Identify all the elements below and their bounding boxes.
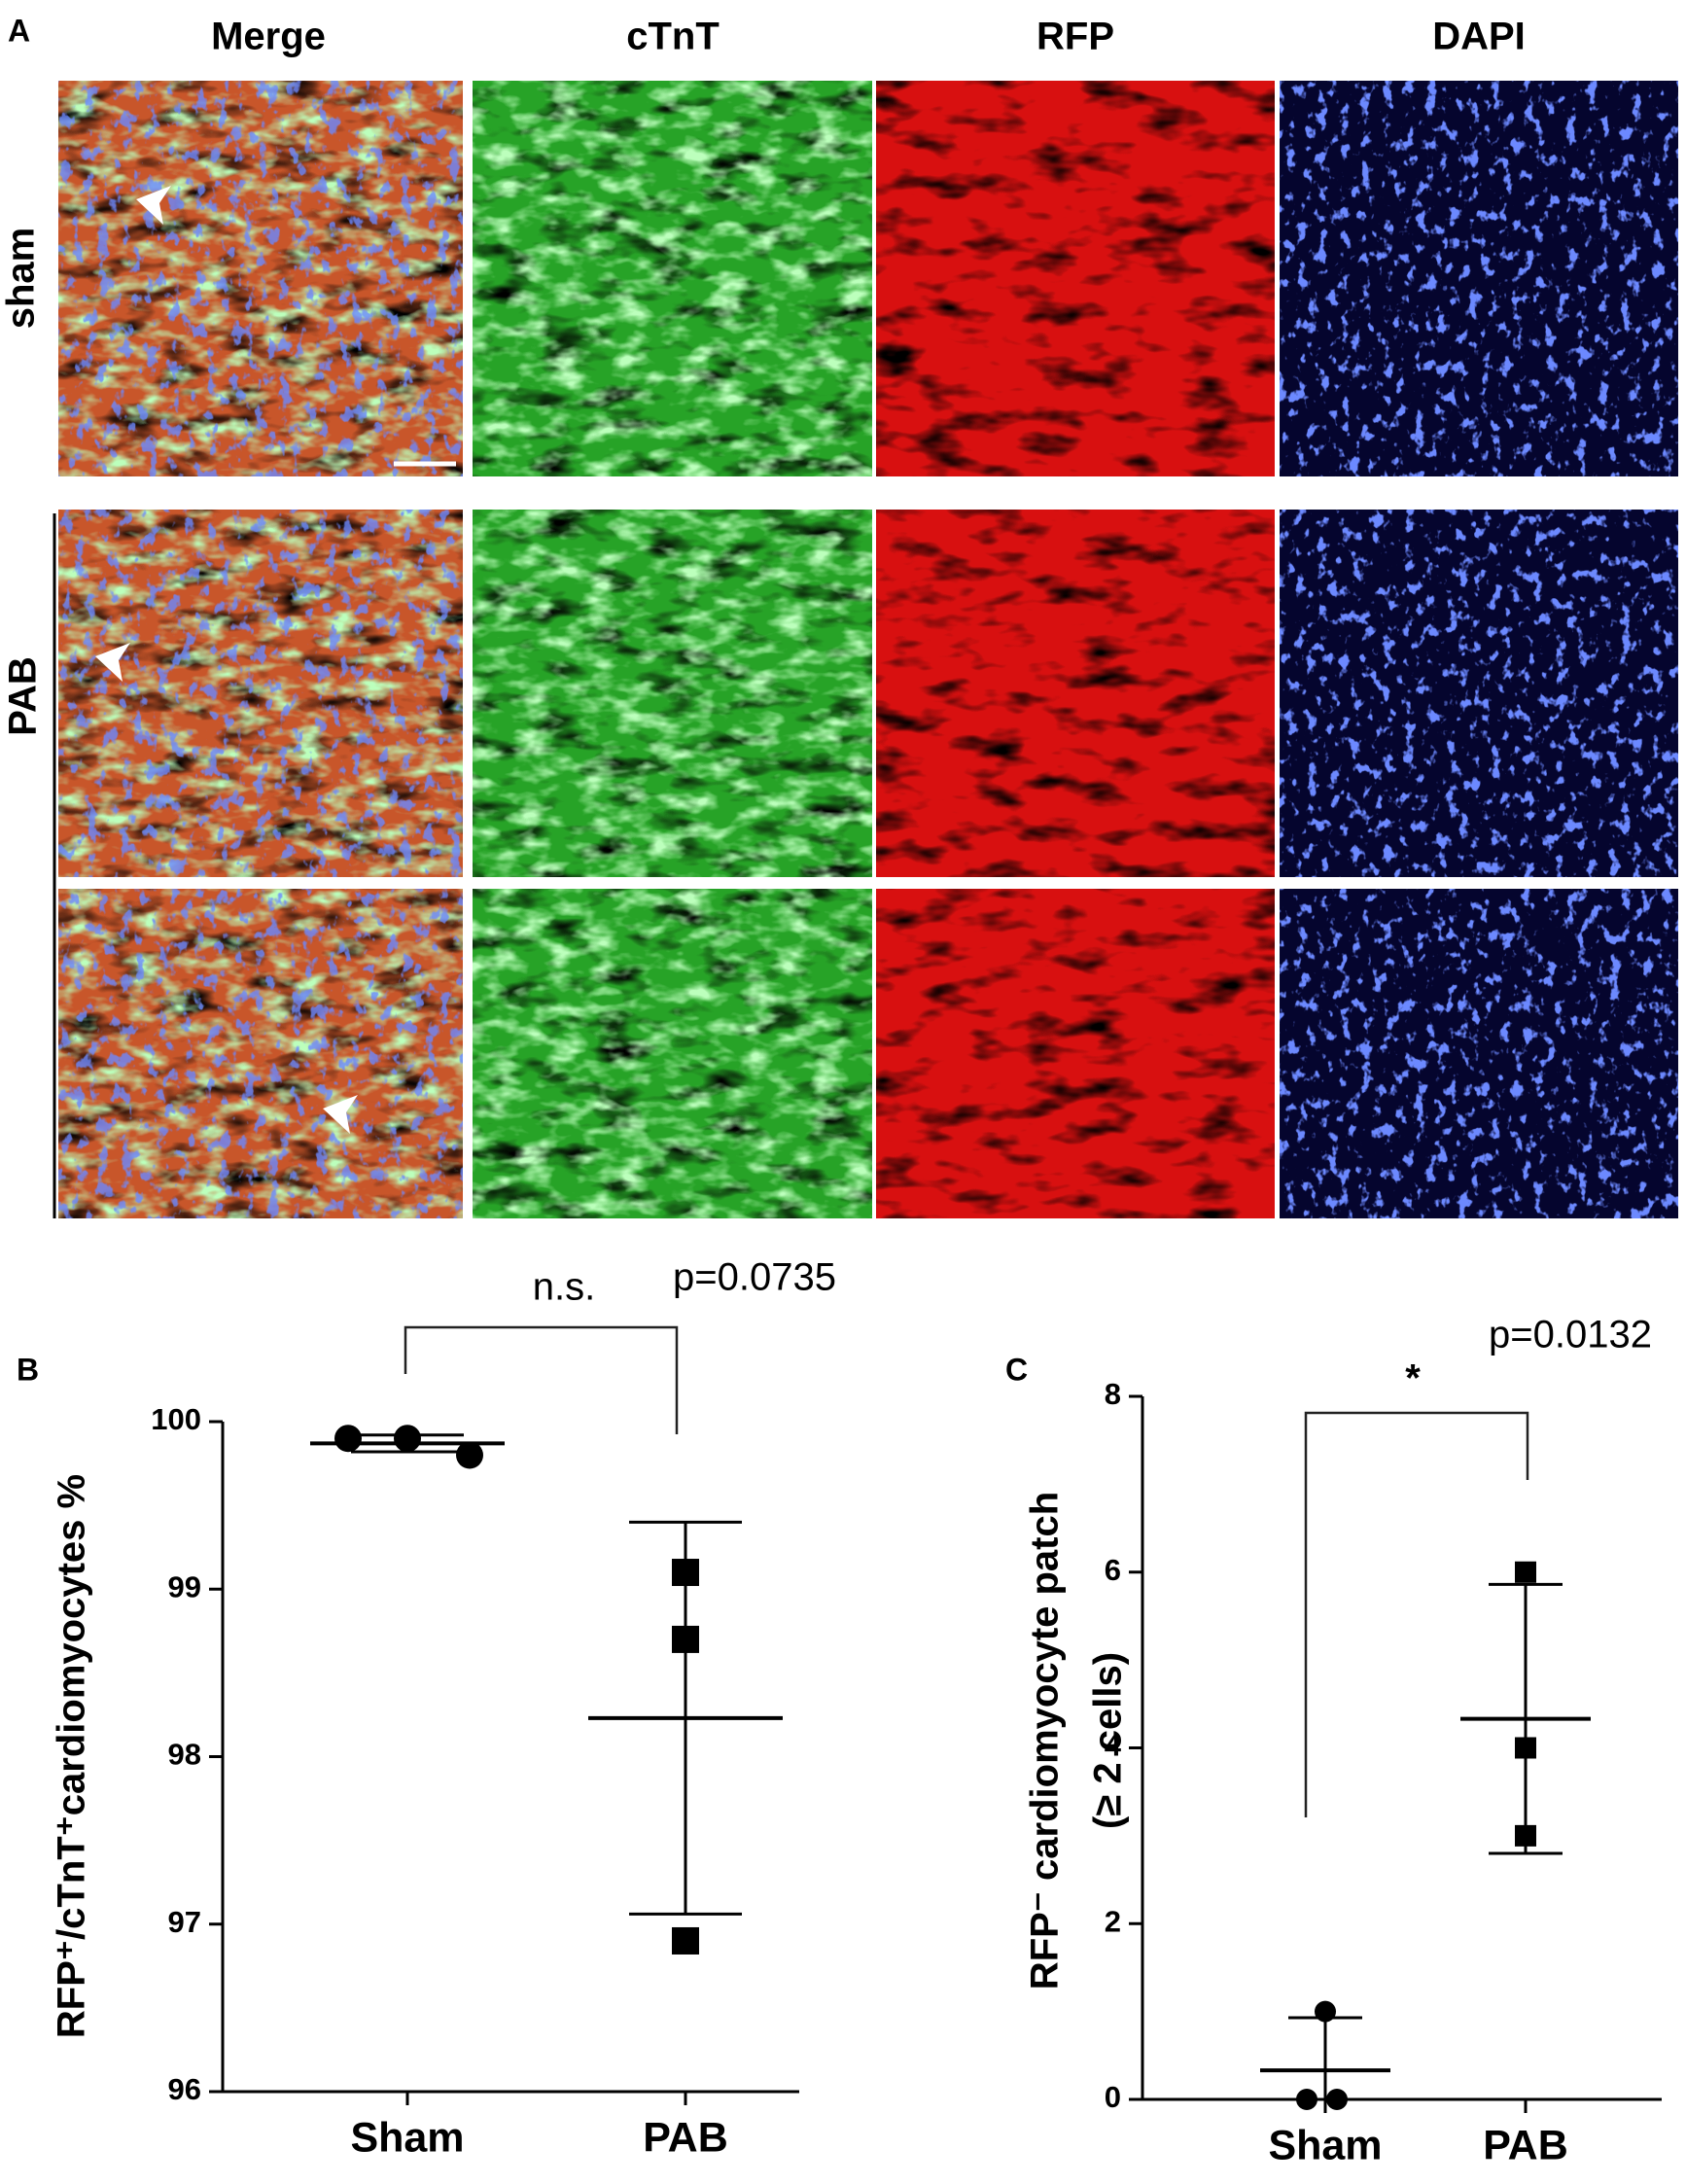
y-tick-label: 96 [168,2072,201,2106]
row-label: sham [0,228,43,330]
nuclei-texture [1280,510,1678,877]
significance-bracket [404,1325,679,1434]
column-label: Merge [211,16,326,58]
x-tick-label: Sham [350,2114,464,2161]
nuclei-texture [58,510,463,877]
data-point [1515,1561,1536,1583]
data-point [394,1425,421,1453]
y-axis-label: RFP⁺/cTnT⁺cardiomyocytes % [51,1474,93,2038]
y-tick-label: 4 [1105,1729,1122,1763]
y-tick-label: 100 [151,1402,201,1436]
annotation: * [1405,1357,1421,1400]
x-tick-label: Sham [1268,2122,1382,2168]
tissue-texture [876,81,1275,476]
data-point [672,1559,699,1587]
row-label: PAB [2,656,45,735]
panel-label: A [8,13,30,48]
arrowhead [136,186,171,225]
y-tick-label: 2 [1105,1904,1121,1938]
significance-bracket [1304,1411,1529,1817]
data-point [1326,2089,1348,2110]
column-label: RFP [1036,16,1114,58]
y-tick-label: 99 [168,1569,201,1603]
y-tick-label: 97 [168,1905,201,1939]
micrographs [58,81,1678,1218]
tissue-texture [876,510,1275,877]
y-tick-label: 98 [168,1738,201,1772]
nuclei-texture [1280,889,1678,1218]
annotation: n.s. [533,1266,595,1309]
group [1460,1582,1591,1855]
y-axis-label: RFP⁻ cardiomyocyte patch [1024,1492,1067,1990]
group [588,1520,783,1916]
panel-label: C [1005,1352,1028,1387]
x-tick-label: PAB [643,2114,728,2161]
data-point [1515,1737,1536,1759]
panel-label: B [17,1352,39,1387]
nuclei-texture [58,81,463,476]
x-tick-label: PAB [1483,2122,1568,2168]
membrane-texture [473,510,872,877]
membrane-texture [473,889,872,1218]
y-tick-label: 8 [1105,1377,1121,1411]
data-point [1515,1824,1536,1847]
data-point [1315,2000,1336,2023]
annotation: p=0.0132 [1489,1314,1652,1356]
y-tick-label: 6 [1105,1553,1121,1587]
membrane-texture [473,81,872,476]
y-tick-label: 0 [1105,2080,1121,2114]
data-point [672,1926,699,1955]
nuclei-texture [1280,81,1678,476]
nuclei-texture [58,889,463,1218]
data-point [1296,2089,1317,2110]
column-label: cTnT [626,16,720,58]
data-point [334,1425,362,1453]
column-label: DAPI [1432,16,1526,58]
arrowhead [95,643,130,682]
arrowhead [323,1095,358,1134]
data-point [672,1625,699,1653]
tissue-texture [876,889,1275,1218]
data-point [456,1441,483,1469]
annotation: p=0.0735 [673,1256,836,1299]
y-axis-label: (≥ 2 cells) [1087,1652,1130,1829]
